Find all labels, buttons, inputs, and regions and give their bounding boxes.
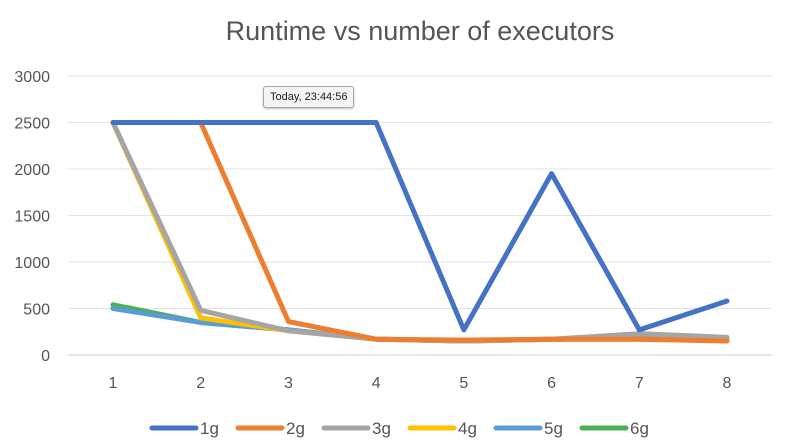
legend-label-1g: 1g [200, 419, 219, 438]
series-lines [110, 120, 730, 344]
series-line-2g [110, 120, 730, 344]
series-line-1g [110, 120, 730, 333]
x-tick-label: 6 [547, 375, 556, 392]
x-axis-ticks: 1 2 3 4 5 6 7 8 [109, 375, 732, 392]
legend-label-2g: 2g [286, 419, 305, 438]
legend-label-4g: 4g [458, 419, 477, 438]
x-tick-label: 1 [109, 375, 118, 392]
x-tick-label: 8 [723, 375, 732, 392]
y-tick-label: 2000 [14, 162, 50, 179]
x-tick-label: 4 [372, 375, 381, 392]
y-tick-label: 1000 [14, 255, 50, 272]
x-tick-label: 3 [284, 375, 293, 392]
legend-label-5g: 5g [544, 419, 563, 438]
x-tick-label: 5 [459, 375, 468, 392]
legend: 1g 2g 3g 4g 5g 6g [149, 419, 649, 438]
chart-title: Runtime vs number of executors [226, 16, 615, 46]
y-tick-label: 2500 [14, 116, 50, 133]
y-axis-ticks: 0 500 1000 1500 2000 2500 3000 [14, 69, 50, 365]
x-tick-label: 2 [196, 375, 205, 392]
y-tick-label: 3000 [14, 69, 50, 86]
y-tick-label: 500 [23, 302, 50, 319]
gridlines [68, 75, 772, 356]
legend-label-6g: 6g [630, 419, 649, 438]
timestamp-tooltip: Today, 23:44:56 [263, 86, 355, 108]
y-tick-label: 0 [41, 348, 50, 365]
legend-label-3g: 3g [372, 419, 391, 438]
x-tick-label: 7 [635, 375, 644, 392]
y-tick-label: 1500 [14, 209, 50, 226]
